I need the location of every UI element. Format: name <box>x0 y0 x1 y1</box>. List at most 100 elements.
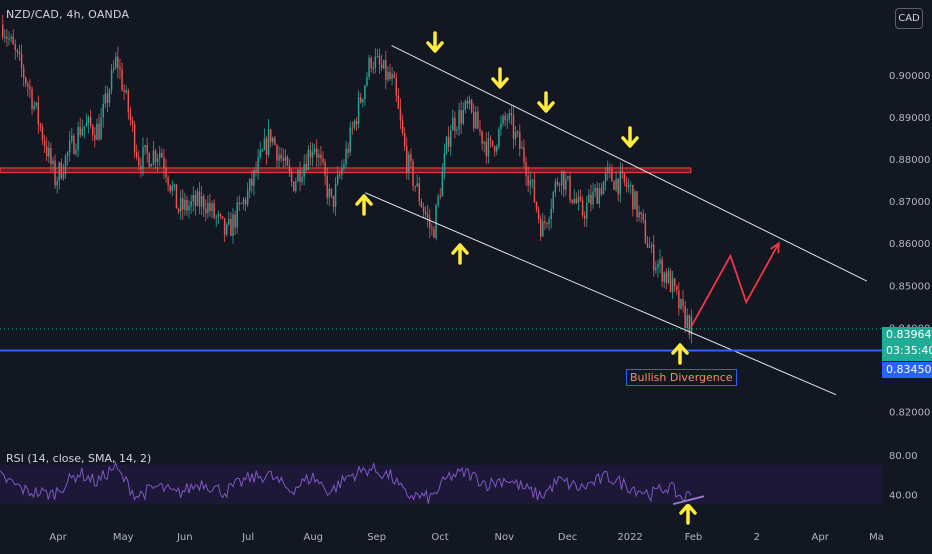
candle-body <box>389 71 391 79</box>
candle-body <box>144 145 146 147</box>
candle-body <box>473 112 475 129</box>
arrow-up-icon-head <box>679 503 697 515</box>
candle-body <box>502 115 504 124</box>
candle-body <box>374 56 377 69</box>
candle-body <box>276 144 278 161</box>
candle-body <box>263 138 266 150</box>
candle-body <box>485 141 488 157</box>
candle-body <box>230 219 232 236</box>
candle-body <box>316 148 318 158</box>
candle-body <box>382 60 385 69</box>
candle-body <box>609 167 611 169</box>
candle-body <box>10 36 12 39</box>
arrow-down-icon <box>537 91 555 113</box>
candle-body <box>150 164 153 167</box>
time-axis-label: Oct <box>431 532 448 543</box>
time-axis-label: 2 <box>754 532 760 543</box>
currency-badge[interactable]: CAD <box>895 8 923 29</box>
time-axis-label: Sep <box>367 532 386 543</box>
candle-body <box>121 69 123 90</box>
price-axis-tick: 0.82000 <box>889 407 930 418</box>
candle-body <box>462 109 464 124</box>
candle-body <box>460 110 462 124</box>
candle-body <box>378 56 381 65</box>
last-price-value: 0.83964 <box>886 328 932 341</box>
candle-body <box>213 203 215 218</box>
candle-body <box>573 199 575 203</box>
candle-body <box>464 101 467 110</box>
candle-body <box>83 126 86 129</box>
candle-body <box>341 168 343 175</box>
candle-body <box>531 179 534 181</box>
candle-body <box>477 111 479 129</box>
candle-body <box>29 86 31 90</box>
candle-body <box>676 285 678 291</box>
candle-body <box>303 163 305 178</box>
candle-body <box>171 186 174 192</box>
candle-body <box>414 186 416 188</box>
candle-body <box>544 221 546 224</box>
candle-body <box>192 195 194 202</box>
symbol-title[interactable]: NZD/CAD, 4h, OANDA <box>6 8 130 21</box>
candle-body <box>236 202 238 228</box>
arrow-up-icon <box>679 503 697 525</box>
candle-body <box>45 146 48 157</box>
candle-body <box>156 158 159 162</box>
candle-body <box>435 204 437 238</box>
candle-body <box>269 129 272 143</box>
candle-body <box>519 132 521 149</box>
arrow-up-icon-head <box>451 243 469 255</box>
candle-body <box>253 170 255 186</box>
bar-countdown: 03:35:40 <box>886 344 932 357</box>
candle-body <box>85 123 88 127</box>
candle-body <box>403 133 406 147</box>
candle-body <box>397 95 400 109</box>
candle-body <box>424 211 427 215</box>
candle-body <box>688 315 691 335</box>
candle-body <box>449 130 452 147</box>
candle-body <box>2 24 4 38</box>
candle-body <box>89 117 92 126</box>
arrow-down-icon <box>621 126 639 148</box>
candle-body <box>611 168 613 182</box>
candle-body <box>596 187 598 204</box>
candle-body <box>558 184 561 186</box>
candle-body <box>265 138 268 155</box>
candle-body <box>529 180 531 186</box>
candle-body <box>274 138 276 145</box>
candle-body <box>395 78 398 96</box>
candle-body <box>332 195 335 207</box>
arrow-down-icon-head <box>537 101 555 113</box>
candle-body <box>347 148 349 153</box>
candle-body <box>152 150 155 165</box>
arrow-up-icon <box>671 343 689 365</box>
candle-body <box>322 158 324 163</box>
candle-body <box>673 278 676 286</box>
resistance-zone <box>0 167 692 174</box>
candle-body <box>602 181 605 195</box>
rsi-title[interactable]: RSI (14, close, SMA, 14, 2) <box>6 452 152 465</box>
bullish-divergence-label[interactable]: Bullish Divergence <box>626 369 737 386</box>
candle-body <box>186 199 188 211</box>
candle-body <box>259 150 261 158</box>
candle-body <box>188 206 190 211</box>
candle-body <box>466 101 469 104</box>
candle-body <box>79 126 81 136</box>
price-axis-tick: 0.90000 <box>889 71 930 82</box>
candle-body <box>510 113 513 116</box>
candle-body <box>290 172 293 182</box>
candle-body <box>592 191 594 205</box>
candle-body <box>680 299 682 309</box>
candle-body <box>125 90 127 93</box>
candle-body <box>349 127 351 153</box>
candle-body <box>198 191 201 207</box>
candle-body <box>31 89 33 110</box>
candle-body <box>20 53 23 68</box>
candle-body <box>249 178 251 191</box>
candle-body <box>508 113 511 120</box>
candle-body <box>94 135 96 140</box>
candle-body <box>326 176 328 198</box>
rsi-band <box>0 464 882 505</box>
arrow-up-icon <box>355 194 373 216</box>
